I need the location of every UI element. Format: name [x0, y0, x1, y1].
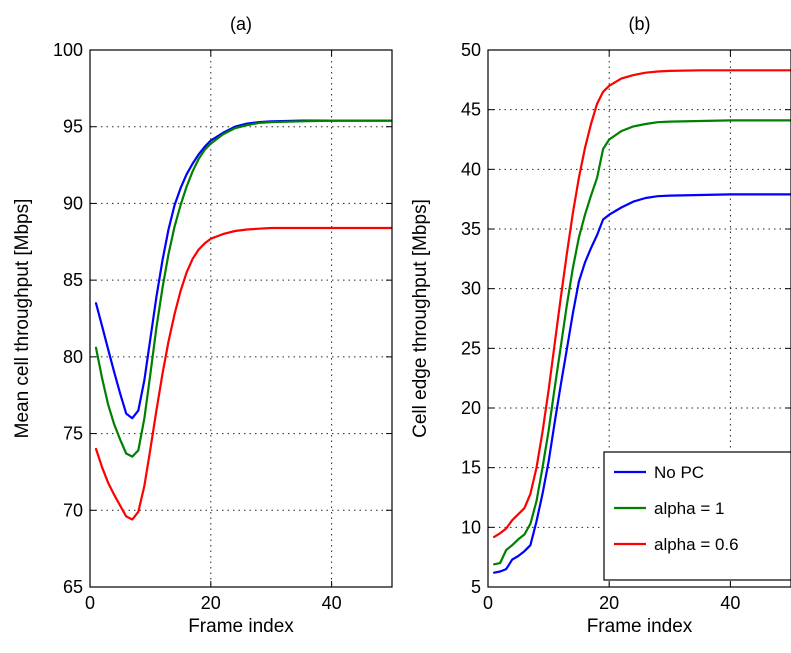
y-tick-label-65-a: 65	[63, 577, 83, 597]
y-tick-label-25-b: 25	[461, 338, 481, 358]
series-line-no-pc-a	[94, 119, 392, 420]
series-line-no-pc-b	[493, 193, 791, 574]
ticks-a: 0 20 40 65 70 75 80 85 90 95 100	[53, 40, 392, 613]
chart-panel-a: 0 20 40 65 70 75 80 85 90 95 100 (a) Frame index M…	[12, 14, 393, 637]
x-tick-label-0-b: 0	[483, 593, 493, 613]
x-axis-label-a: Frame index	[188, 616, 294, 637]
series-b	[493, 69, 791, 574]
y-tick-label-100-a: 100	[53, 40, 83, 60]
series-line-alpha-0-6-b	[493, 69, 791, 538]
chart-panel-b: 0 20 40 5 10 15 20 25 30 35 40 45 50 (b) Frame index…	[410, 14, 791, 637]
y-tick-label-15-b: 15	[461, 458, 481, 478]
y-tick-label-40-b: 40	[461, 159, 481, 179]
y-tick-label-75-a: 75	[63, 424, 83, 444]
y-axis-label-b: Cell edge throughput [Mbps]	[410, 199, 431, 438]
y-tick-label-90-a: 90	[63, 193, 83, 213]
x-tick-label-0-a: 0	[85, 593, 95, 613]
ticks-b: 0 20 40 5 10 15 20 25 30 35 40 45 50	[461, 40, 791, 613]
y-tick-label-5-b: 5	[471, 577, 481, 597]
legend: No PC alpha = 1 alpha = 0.6	[603, 451, 791, 581]
y-tick-label-35-b: 35	[461, 219, 481, 239]
y-tick-label-50-b: 50	[461, 40, 481, 60]
series-line-alpha-1-a	[94, 119, 392, 458]
series-line-alpha-1-b	[493, 119, 791, 566]
x-tick-label-20-a: 20	[201, 593, 221, 613]
x-tick-label-20-b: 20	[599, 593, 619, 613]
chart-title-a: (a)	[230, 14, 252, 34]
series-line-alpha-0-6-a	[94, 226, 392, 521]
y-tick-label-80-a: 80	[63, 347, 83, 367]
y-tick-label-45-b: 45	[461, 100, 481, 120]
y-axis-label-a: Mean cell throughput [Mbps]	[12, 199, 33, 439]
series-a	[94, 119, 392, 521]
y-tick-label-70-a: 70	[63, 500, 83, 520]
x-tick-label-40-a: 40	[322, 593, 342, 613]
legend-label-alpha-1: alpha = 1	[654, 499, 724, 518]
y-tick-label-30-b: 30	[461, 279, 481, 299]
legend-label-no-pc: No PC	[654, 463, 704, 482]
axes-frame-a	[89, 49, 393, 588]
y-tick-label-95-a: 95	[63, 117, 83, 137]
x-axis-label-b: Frame index	[587, 616, 693, 637]
axes-frame-b	[487, 49, 791, 588]
x-tick-label-40-b: 40	[720, 593, 740, 613]
grid-a	[90, 50, 392, 587]
y-tick-label-20-b: 20	[461, 398, 481, 418]
y-tick-label-85-a: 85	[63, 270, 83, 290]
chart-title-b: (b)	[629, 14, 651, 34]
legend-box	[603, 451, 791, 581]
y-tick-label-10-b: 10	[461, 517, 481, 537]
legend-label-alpha-0-6: alpha = 0.6	[654, 535, 739, 554]
